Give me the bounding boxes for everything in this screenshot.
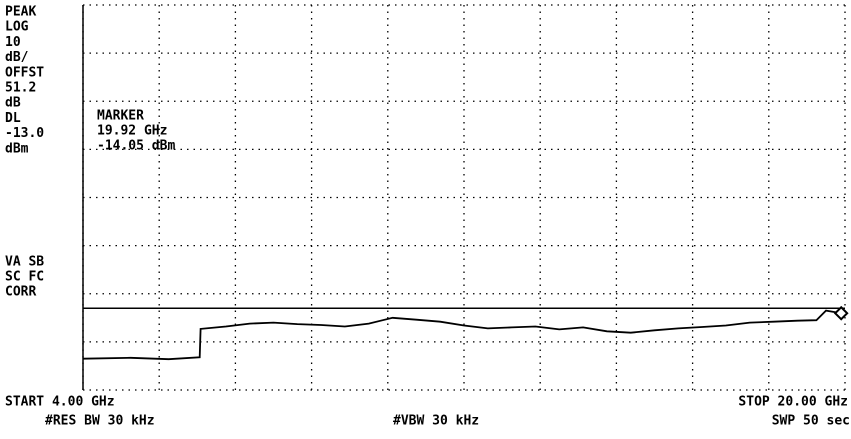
vbw-label: #VBW 30 kHz bbox=[393, 414, 479, 429]
setting-label: 10 bbox=[5, 35, 21, 50]
rbw-label: #RES BW 30 kHz bbox=[45, 414, 155, 429]
trace bbox=[82, 309, 846, 361]
setting-label: dB bbox=[5, 96, 21, 111]
status-label: VA SB bbox=[5, 255, 44, 270]
status-label: CORR bbox=[5, 285, 36, 300]
start-label: START 4.00 GHz bbox=[5, 395, 115, 410]
marker-readout: 19.92 GHz bbox=[97, 124, 167, 139]
marker-readout: MARKER bbox=[97, 109, 144, 124]
setting-label: dBm bbox=[5, 141, 29, 156]
setting-label: -13.0 bbox=[5, 126, 44, 141]
sweep-label: SWP 50 sec bbox=[772, 414, 850, 429]
setting-label: LOG bbox=[5, 20, 29, 35]
setting-label: dB/ bbox=[5, 50, 29, 65]
setting-label: DL bbox=[5, 111, 21, 126]
setting-label: 51.2 bbox=[5, 81, 36, 96]
status-label: SC FC bbox=[5, 270, 44, 285]
setting-label: OFFST bbox=[5, 65, 44, 80]
marker bbox=[833, 305, 849, 321]
stop-label: STOP 20.00 GHz bbox=[738, 395, 848, 410]
setting-label: PEAK bbox=[5, 5, 36, 20]
marker-readout: -14.05 dBm bbox=[97, 139, 175, 154]
